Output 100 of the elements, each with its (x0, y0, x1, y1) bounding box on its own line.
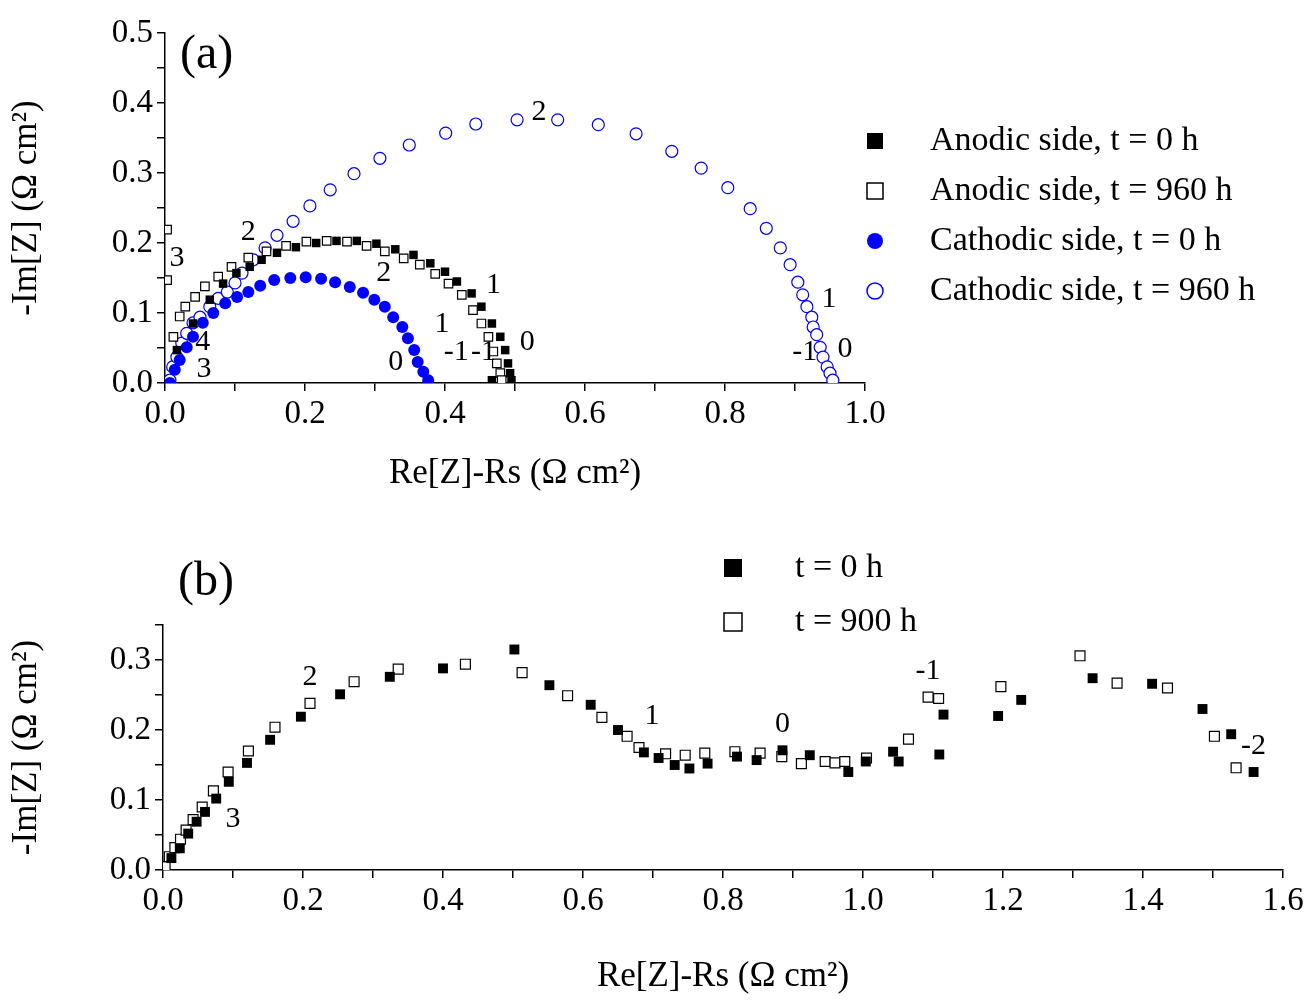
point (384, 671, 395, 682)
point (304, 697, 316, 709)
x-axis-title: Re[Z]-Rs (Ω cm²) (388, 452, 642, 492)
point (426, 259, 435, 268)
point (191, 816, 202, 827)
point (269, 721, 281, 733)
point (751, 755, 762, 766)
legend-label: Cathodic side, t = 0 h (930, 219, 1222, 257)
legend-label: Cathodic side, t = 960 h (930, 269, 1256, 307)
annotation: 2 (376, 253, 392, 287)
point (467, 289, 476, 298)
point (679, 749, 691, 761)
point (629, 127, 643, 141)
point (391, 245, 400, 254)
chart-title: (a) (180, 25, 234, 79)
point (378, 300, 391, 313)
point (343, 281, 356, 294)
point (190, 292, 200, 302)
point (638, 747, 649, 758)
point (477, 302, 486, 311)
point (295, 711, 306, 722)
point (621, 730, 633, 742)
x-tick-label: 1.4 (1122, 881, 1164, 918)
point (286, 214, 300, 228)
y-tick-label: 0.2 (111, 222, 153, 259)
annotation: 3 (169, 239, 185, 273)
point (469, 117, 483, 131)
point (200, 281, 210, 292)
point (211, 793, 222, 804)
point (795, 758, 807, 770)
point (452, 277, 462, 286)
point (496, 332, 505, 342)
point (329, 276, 342, 289)
point (387, 311, 400, 324)
x-tick-label: 0.2 (284, 394, 326, 431)
point (684, 763, 695, 774)
point (922, 691, 934, 703)
point (669, 760, 680, 770)
point (665, 144, 679, 158)
point (398, 253, 409, 264)
point (223, 776, 234, 787)
point (591, 118, 605, 132)
x-tick-label: 1.0 (842, 881, 884, 918)
point (596, 711, 608, 723)
x-tick-label: 0.2 (282, 881, 324, 918)
point (496, 375, 507, 383)
point (1016, 694, 1027, 705)
point (456, 289, 467, 300)
x-tick-label: 1.0 (844, 394, 886, 431)
point (347, 167, 361, 181)
point (268, 274, 281, 287)
point (613, 725, 623, 735)
point (1087, 673, 1098, 684)
point (699, 747, 711, 759)
point (732, 751, 742, 762)
point (430, 268, 441, 279)
point (888, 746, 899, 757)
point (491, 358, 502, 369)
y-tick-label: 0.5 (111, 12, 153, 49)
point (694, 161, 708, 175)
annotation: 0 (388, 342, 404, 376)
point (1230, 762, 1242, 774)
y-tick-label: 0.4 (111, 82, 153, 119)
y-tick-label: 0.2 (109, 709, 151, 746)
x-tick-label: 1.6 (1262, 881, 1304, 918)
point (509, 644, 520, 655)
point (323, 183, 337, 197)
point (303, 199, 317, 213)
annotation: 0 (837, 329, 853, 363)
legend-label: t = 0 h (795, 546, 884, 584)
point (468, 305, 478, 316)
legend-label: Anodic side, t = 960 h (930, 169, 1233, 207)
legend-label: Anodic side, t = 0 h (930, 119, 1199, 157)
annotation: 1 (821, 279, 837, 313)
x-tick-label: 0.8 (702, 881, 744, 918)
annotation: 3 (225, 800, 241, 834)
point (459, 658, 471, 670)
point (315, 272, 328, 285)
point (335, 689, 346, 700)
annotation: 1 (644, 696, 660, 730)
point (401, 332, 414, 345)
point (348, 676, 360, 688)
x-tick-label: 0.6 (564, 394, 606, 431)
point (357, 286, 370, 299)
point (242, 286, 255, 298)
point (379, 246, 390, 257)
point (1208, 730, 1220, 742)
point (205, 295, 215, 304)
point (796, 288, 810, 302)
point (783, 258, 797, 272)
point (938, 709, 949, 720)
point (934, 749, 945, 760)
point (893, 756, 904, 767)
point (1111, 677, 1123, 689)
point (721, 181, 735, 195)
point (839, 755, 851, 768)
point (200, 806, 210, 817)
point (218, 279, 228, 288)
point (254, 279, 267, 292)
annotation: -1 (792, 333, 818, 367)
